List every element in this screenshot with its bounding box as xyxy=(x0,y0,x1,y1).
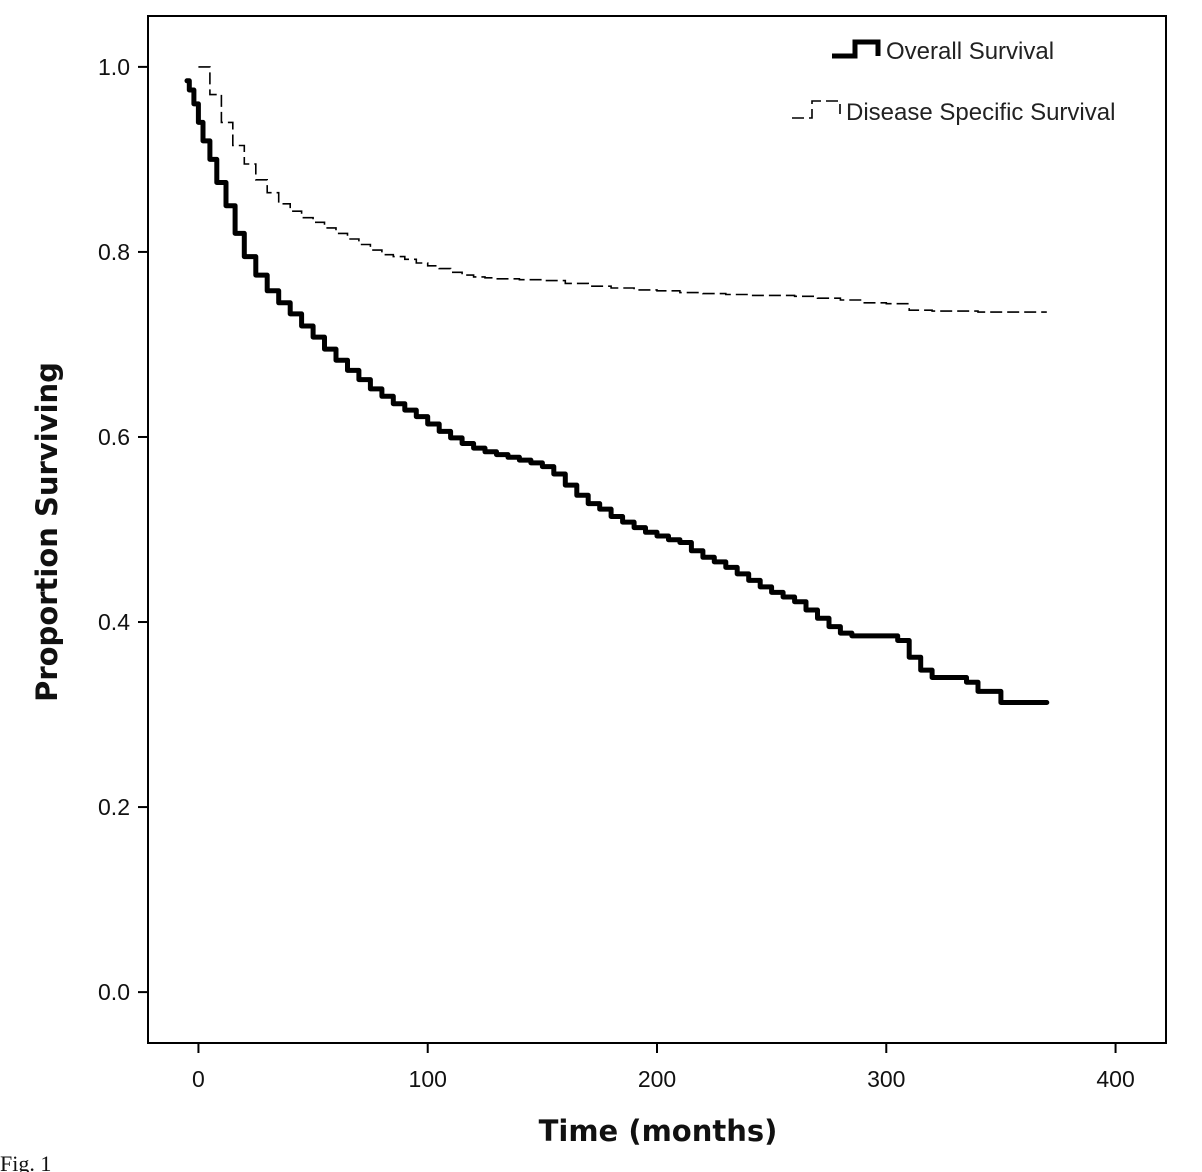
series-layer xyxy=(184,66,1050,705)
legend-swatch-overall-survival xyxy=(832,39,881,59)
x-tick-label: 0 xyxy=(192,1066,205,1092)
y-tick-label: 0.8 xyxy=(98,239,130,265)
y-tick-label: 1.0 xyxy=(98,54,130,80)
y-axis: 0.0 0.2 0.4 0.6 0.8 1.0 xyxy=(98,54,148,1005)
y-axis-title: Proportion Surviving xyxy=(30,362,64,702)
series-line-overall-survival xyxy=(184,78,1050,705)
y-tick-label: 0.6 xyxy=(98,424,130,450)
y-tick-label: 0.2 xyxy=(98,794,130,820)
legend-swatch-disease-specific-survival xyxy=(792,100,841,119)
x-axis: 0 100 200 300 400 xyxy=(192,1043,1135,1092)
y-tick-label: 0.0 xyxy=(98,979,130,1005)
plot-frame xyxy=(147,15,1167,1044)
x-tick-label: 300 xyxy=(867,1066,905,1092)
y-tick-label: 0.4 xyxy=(98,609,130,635)
legend-label-disease-specific-survival: Disease Specific Survival xyxy=(846,99,1115,126)
legend-item-disease-specific-survival: Disease Specific Survival xyxy=(792,99,1115,126)
figure-caption: Fig. 1 xyxy=(0,1151,51,1172)
legend-item-overall-survival: Overall Survival xyxy=(832,38,1054,65)
legend: Overall Survival Disease Specific Surviv… xyxy=(792,38,1115,126)
x-axis-title: Time (months) xyxy=(539,1114,778,1148)
legend-label-overall-survival: Overall Survival xyxy=(886,38,1054,65)
x-tick-label: 400 xyxy=(1096,1066,1134,1092)
series-line-disease-specific-survival xyxy=(198,66,1047,313)
x-tick-label: 200 xyxy=(638,1066,676,1092)
x-tick-label: 100 xyxy=(409,1066,447,1092)
